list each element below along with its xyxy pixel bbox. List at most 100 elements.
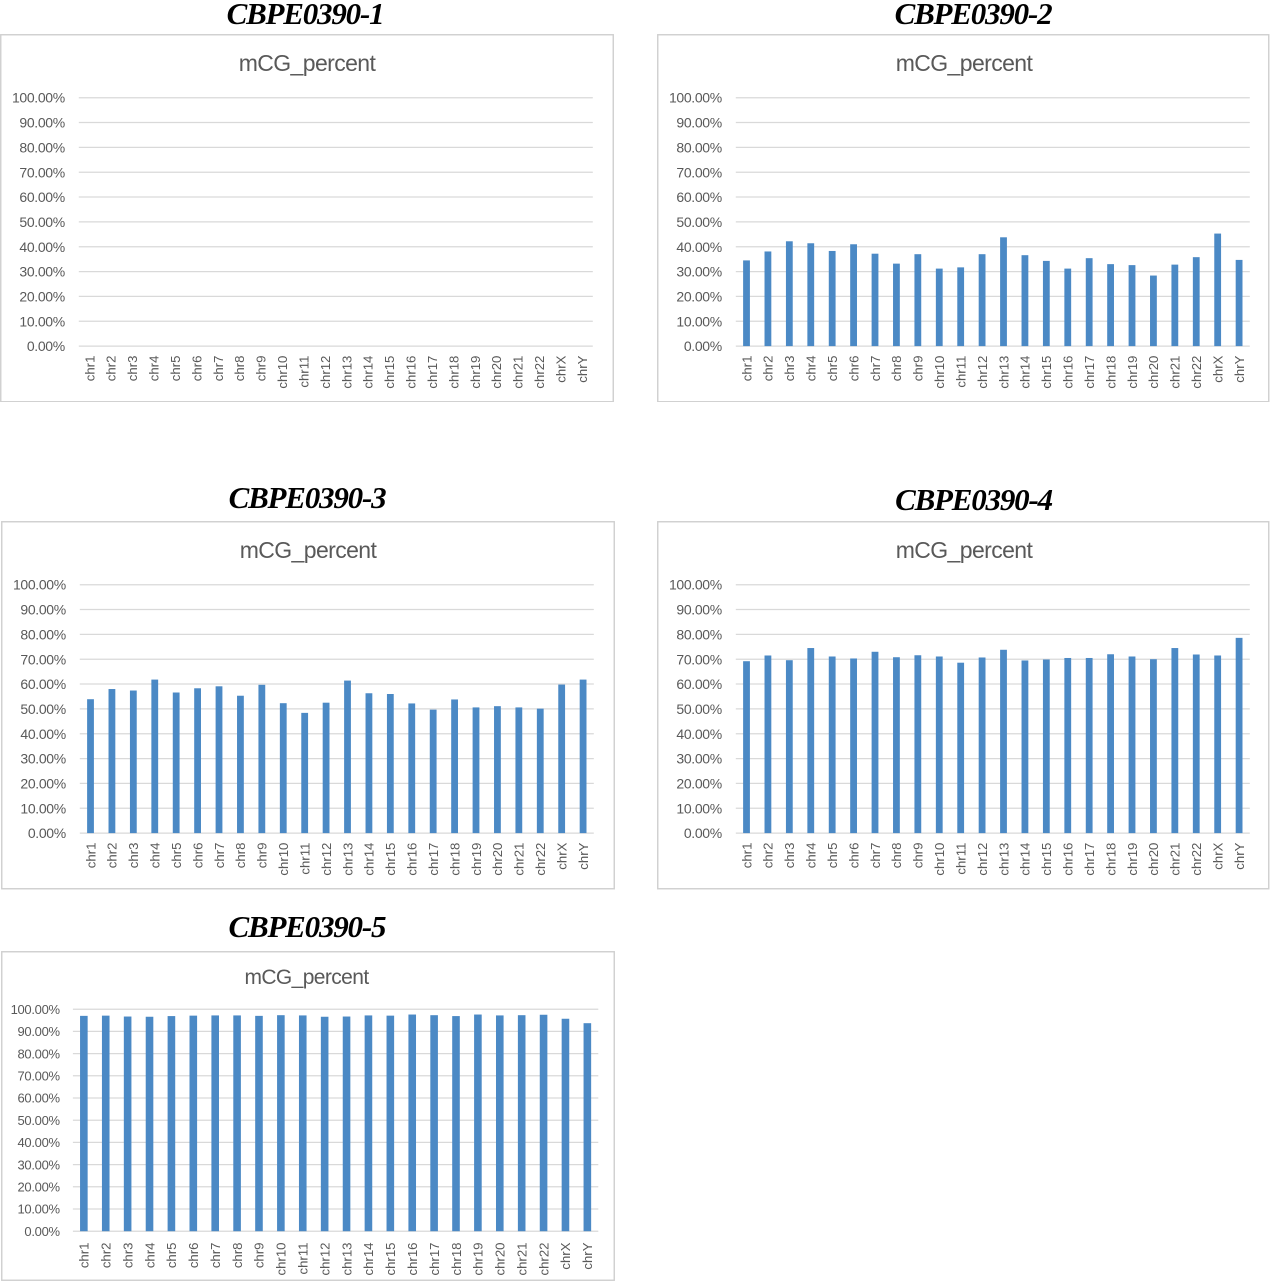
svg-text:30.00%: 30.00%	[20, 751, 65, 767]
svg-text:mCG_percent: mCG_percent	[239, 50, 377, 76]
svg-text:chr3: chr3	[126, 843, 141, 869]
svg-text:chr5: chr5	[164, 1242, 179, 1268]
svg-text:chr11: chr11	[297, 843, 312, 875]
svg-text:chr1: chr1	[76, 1242, 91, 1268]
svg-text:chr6: chr6	[186, 1242, 201, 1268]
svg-text:chr22: chr22	[533, 843, 548, 876]
svg-text:chr4: chr4	[804, 843, 819, 869]
svg-text:chr12: chr12	[975, 355, 990, 388]
svg-text:chr8: chr8	[233, 843, 248, 869]
svg-text:chr15: chr15	[382, 355, 397, 388]
svg-text:20.00%: 20.00%	[20, 775, 65, 791]
svg-text:chr1: chr1	[739, 843, 754, 869]
svg-text:chr4: chr4	[148, 843, 163, 869]
svg-text:10.00%: 10.00%	[676, 313, 721, 329]
svg-text:40.00%: 40.00%	[17, 1135, 60, 1150]
svg-text:chr19: chr19	[469, 843, 484, 876]
svg-text:100.00%: 100.00%	[669, 89, 722, 105]
svg-text:chr16: chr16	[404, 1242, 419, 1275]
svg-text:90.00%: 90.00%	[676, 602, 721, 618]
svg-text:chr20: chr20	[489, 355, 504, 388]
svg-text:chr21: chr21	[511, 355, 526, 388]
svg-text:chr15: chr15	[383, 843, 398, 876]
svg-text:chr1: chr1	[82, 355, 97, 381]
svg-text:30.00%: 30.00%	[19, 263, 64, 279]
svg-text:chr22: chr22	[1189, 355, 1204, 388]
svg-text:chr20: chr20	[1146, 843, 1161, 876]
svg-text:40.00%: 40.00%	[676, 238, 721, 254]
svg-text:chr22: chr22	[1189, 843, 1204, 876]
svg-text:chrX: chrX	[1210, 355, 1225, 382]
svg-text:50.00%: 50.00%	[20, 701, 65, 717]
svg-text:chr3: chr3	[782, 843, 797, 869]
svg-text:chr1: chr1	[739, 355, 754, 381]
svg-text:chr16: chr16	[405, 843, 420, 876]
svg-text:80.00%: 80.00%	[676, 139, 721, 155]
svg-text:0.00%: 0.00%	[28, 825, 66, 841]
svg-text:80.00%: 80.00%	[676, 626, 721, 642]
svg-text:30.00%: 30.00%	[676, 263, 721, 279]
svg-text:chr2: chr2	[98, 1242, 113, 1268]
svg-text:chr3: chr3	[782, 355, 797, 381]
svg-text:chr4: chr4	[804, 355, 819, 381]
svg-text:chr14: chr14	[361, 1242, 376, 1275]
svg-text:chr14: chr14	[1018, 355, 1033, 388]
svg-text:chr3: chr3	[120, 1242, 135, 1268]
svg-text:100.00%: 100.00%	[669, 577, 722, 593]
svg-text:chr8: chr8	[889, 843, 904, 869]
svg-text:chr4: chr4	[147, 355, 162, 381]
svg-text:chr22: chr22	[536, 1242, 551, 1275]
svg-text:10.00%: 10.00%	[17, 1201, 60, 1216]
svg-text:chr20: chr20	[492, 1242, 507, 1275]
svg-text:100.00%: 100.00%	[12, 89, 65, 105]
svg-text:chr2: chr2	[761, 843, 776, 869]
svg-text:chrX: chrX	[554, 842, 569, 869]
svg-text:chr17: chr17	[426, 843, 441, 876]
svg-text:chr18: chr18	[1103, 355, 1118, 388]
svg-text:chr15: chr15	[1039, 355, 1054, 388]
svg-text:30.00%: 30.00%	[676, 751, 721, 767]
svg-text:90.00%: 90.00%	[17, 1024, 60, 1039]
svg-text:chrX: chrX	[553, 355, 568, 382]
svg-text:chr21: chr21	[1168, 843, 1183, 876]
svg-text:chr6: chr6	[846, 355, 861, 381]
svg-text:chr21: chr21	[512, 843, 527, 876]
svg-text:chr16: chr16	[404, 355, 419, 388]
svg-text:30.00%: 30.00%	[17, 1157, 60, 1172]
svg-text:chr18: chr18	[448, 1242, 463, 1275]
svg-text:50.00%: 50.00%	[676, 213, 721, 229]
svg-text:70.00%: 70.00%	[20, 651, 65, 667]
svg-text:0.00%: 0.00%	[684, 338, 722, 354]
svg-text:chr18: chr18	[446, 355, 461, 388]
svg-text:90.00%: 90.00%	[676, 114, 721, 130]
svg-text:20.00%: 20.00%	[17, 1179, 60, 1194]
svg-text:10.00%: 10.00%	[20, 800, 65, 816]
svg-text:chr10: chr10	[275, 355, 290, 388]
svg-text:chr13: chr13	[996, 843, 1011, 876]
svg-text:chr7: chr7	[868, 355, 883, 381]
svg-text:100.00%: 100.00%	[13, 577, 66, 593]
svg-text:chr9: chr9	[251, 1242, 266, 1268]
svg-text:chr8: chr8	[889, 355, 904, 381]
svg-text:chrX: chrX	[1210, 842, 1225, 869]
svg-text:mCG_percent: mCG_percent	[896, 537, 1034, 563]
svg-text:40.00%: 40.00%	[676, 726, 721, 742]
svg-text:chr12: chr12	[319, 843, 334, 876]
svg-text:chr5: chr5	[825, 355, 840, 381]
svg-text:chr18: chr18	[1103, 843, 1118, 876]
svg-text:chr22: chr22	[532, 355, 547, 388]
svg-text:60.00%: 60.00%	[676, 189, 721, 205]
svg-text:70.00%: 70.00%	[17, 1068, 60, 1083]
svg-text:chr2: chr2	[105, 843, 120, 869]
svg-text:chr7: chr7	[868, 843, 883, 869]
svg-text:chr19: chr19	[468, 355, 483, 388]
svg-text:chr11: chr11	[953, 355, 968, 387]
svg-text:chrY: chrY	[576, 842, 591, 869]
svg-text:chr14: chr14	[1018, 843, 1033, 876]
svg-text:60.00%: 60.00%	[17, 1090, 60, 1105]
svg-text:chr18: chr18	[447, 843, 462, 876]
svg-text:chr12: chr12	[975, 843, 990, 876]
svg-text:chr9: chr9	[255, 843, 270, 869]
svg-text:chrY: chrY	[1232, 355, 1247, 382]
svg-text:40.00%: 40.00%	[19, 238, 64, 254]
